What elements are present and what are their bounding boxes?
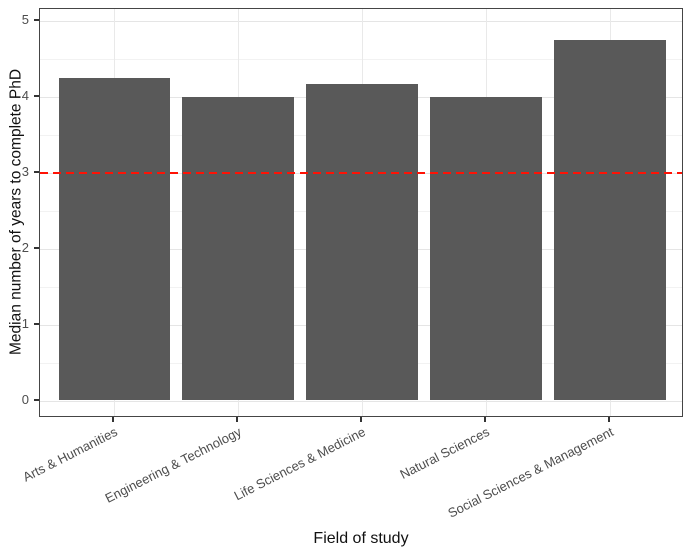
y-tick-1 xyxy=(34,322,39,325)
plot-panel xyxy=(39,8,683,417)
y-tick-0 xyxy=(34,398,39,401)
bar-social-sciences-management xyxy=(554,40,666,401)
x-tick-5 xyxy=(607,417,610,422)
y-tick-2 xyxy=(34,246,39,249)
y-tick-label-1: 1 xyxy=(21,315,29,331)
y-tick-3 xyxy=(34,171,39,173)
bar-life-sciences-medicine xyxy=(306,84,418,401)
y-axis-title: Median number of years to complete PhD xyxy=(7,68,25,356)
y-tick-label-0: 0 xyxy=(21,391,29,407)
major-gridline-y-0 xyxy=(40,400,682,402)
y-tick-label-4: 4 xyxy=(21,88,29,104)
x-tick-1 xyxy=(112,417,115,422)
x-tick-2 xyxy=(236,417,239,422)
y-tick-4 xyxy=(34,95,39,98)
x-tick-4 xyxy=(483,417,486,422)
y-tick-label-3: 3 xyxy=(21,164,29,179)
bar-natural-sciences xyxy=(430,97,542,401)
x-axis-title: Field of study xyxy=(313,530,409,547)
reference-line-3-years xyxy=(40,172,682,174)
minor-gridline-y-4.5 xyxy=(40,59,682,61)
bar-arts-humanities xyxy=(58,78,171,401)
y-tick-label-2: 2 xyxy=(21,239,29,255)
x-tick-3 xyxy=(360,417,362,422)
y-tick-label-5: 5 xyxy=(21,12,29,28)
major-gridline-y-5 xyxy=(40,21,682,23)
bar-engineering-technology xyxy=(182,97,294,401)
y-tick-5 xyxy=(34,19,39,22)
